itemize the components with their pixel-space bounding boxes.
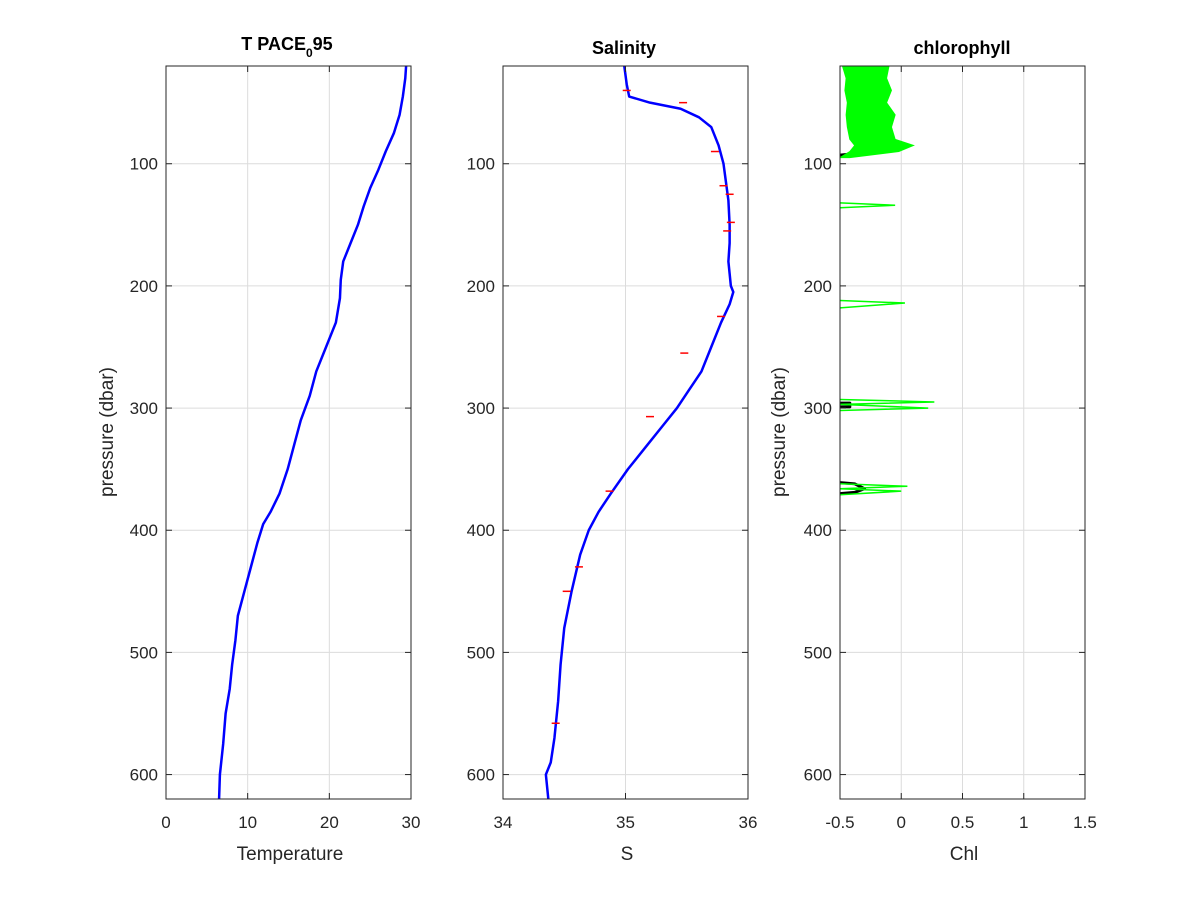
temperature-x-axis-label: Temperature — [237, 844, 344, 865]
salinity-plot-area — [544, 66, 735, 799]
salinity-y-tick-label: 300 — [467, 399, 495, 418]
temperature-axes-box — [165, 65, 412, 800]
chlorophyll-raw-spike — [840, 398, 935, 412]
chlorophyll-y-tick-label: 100 — [804, 155, 832, 174]
temperature-y-tick-label: 300 — [130, 399, 158, 418]
salinity-panel: Salinity S 34 35 36 100 200 300 400 500 600 — [467, 38, 758, 865]
chlorophyll-ticks: -0.5 0 0.5 1 1.5 100 200 300 400 500 600 — [804, 66, 1097, 832]
temperature-y-tick-label: 200 — [130, 277, 158, 296]
chlorophyll-title: chlorophyll — [913, 38, 1010, 58]
salinity-y-tick-label: 500 — [467, 643, 495, 662]
salinity-y-tick-label: 600 — [467, 766, 495, 785]
salinity-x-axis-label: S — [621, 844, 634, 865]
temperature-y-tick-label: 400 — [130, 521, 158, 540]
chlorophyll-y-axis-label: pressure (dbar) — [769, 367, 790, 497]
salinity-y-tick-label: 200 — [467, 277, 495, 296]
chlorophyll-plot-area — [840, 66, 935, 496]
salinity-x-tick-label: 34 — [494, 813, 513, 832]
chlorophyll-y-tick-label: 400 — [804, 521, 832, 540]
chlorophyll-raw-spike — [840, 202, 896, 209]
temperature-x-tick-label: 30 — [402, 813, 421, 832]
temperature-x-tick-label: 10 — [238, 813, 257, 832]
chlorophyll-x-tick-label: 1 — [1019, 813, 1028, 832]
salinity-x-tick-label: 35 — [616, 813, 635, 832]
chlorophyll-raw-band — [840, 66, 915, 159]
chlorophyll-smoothed-line — [840, 481, 866, 496]
chlorophyll-panel: chlorophyll Chl pressure (dbar) -0.5 0 0.5… — [769, 38, 1097, 865]
temperature-panel: T PACE095 Temperature pressure (dbar) 0 1… — [97, 34, 420, 865]
chlorophyll-x-tick-label: 1.5 — [1073, 813, 1097, 832]
temperature-x-tick-label: 20 — [320, 813, 339, 832]
temperature-y-tick-label: 500 — [130, 643, 158, 662]
chlorophyll-raw-spike — [840, 299, 905, 309]
chlorophyll-y-tick-label: 600 — [804, 766, 832, 785]
salinity-ticks: 34 35 36 100 200 300 400 500 600 — [467, 66, 758, 832]
temperature-y-tick-label: 100 — [130, 155, 158, 174]
salinity-y-tick-label: 400 — [467, 521, 495, 540]
chlorophyll-y-tick-label: 500 — [804, 643, 832, 662]
chlorophyll-raw-spike — [840, 483, 908, 496]
chlorophyll-x-tick-label: 0 — [897, 813, 906, 832]
temperature-x-tick-label: 0 — [161, 813, 170, 832]
temperature-y-axis-label: pressure (dbar) — [97, 367, 118, 497]
chlorophyll-x-axis-label: Chl — [950, 844, 979, 865]
temperature-profile-line — [217, 66, 408, 799]
salinity-title: Salinity — [592, 38, 656, 58]
salinity-x-tick-label: 36 — [739, 813, 758, 832]
chlorophyll-x-tick-label: -0.5 — [825, 813, 854, 832]
chlorophyll-x-tick-label: 0.5 — [951, 813, 975, 832]
temperature-plot-area — [217, 66, 408, 799]
temperature-title: T PACE095 — [241, 34, 332, 60]
salinity-y-tick-label: 100 — [467, 155, 495, 174]
temperature-y-tick-label: 600 — [130, 766, 158, 785]
chlorophyll-y-tick-label: 300 — [804, 399, 832, 418]
chlorophyll-y-tick-label: 200 — [804, 277, 832, 296]
salinity-profile-line — [544, 66, 735, 799]
temperature-ticks: 0 10 20 30 100 200 300 400 500 600 — [130, 66, 421, 832]
